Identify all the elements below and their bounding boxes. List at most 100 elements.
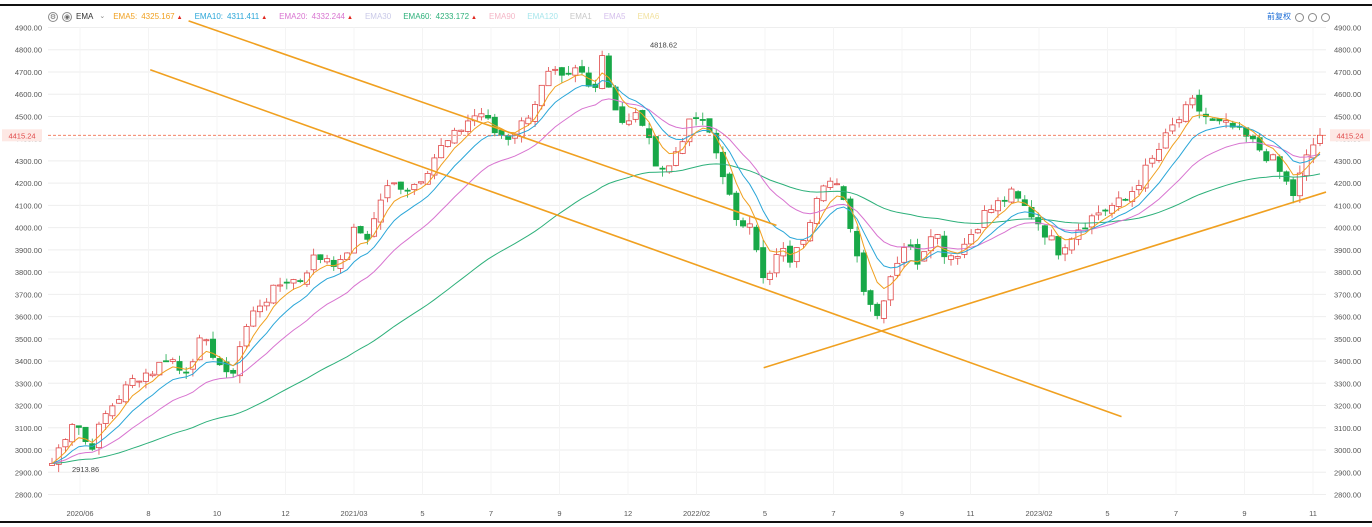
candle-body	[290, 279, 297, 284]
legend-item-1[interactable]: EMA10: 4311.411 ▲	[195, 10, 268, 25]
legend-item-label: EMA30	[364, 11, 392, 21]
legend-item-value: 4233.172	[435, 11, 470, 21]
legend-item-0[interactable]: EMA5: 4325.167 ▲	[113, 10, 182, 25]
candle-body	[263, 301, 270, 307]
x-tick-label: 2020/06	[66, 509, 93, 518]
candle-body	[196, 337, 203, 361]
candle-body	[1142, 164, 1149, 189]
candle-body	[793, 247, 800, 263]
candle-body	[270, 284, 277, 304]
legend-item-3[interactable]: EMA30	[365, 10, 391, 25]
price-adjust-toggle[interactable]: 前复权	[1267, 12, 1291, 21]
candle-body	[485, 115, 492, 119]
x-tick-label: 7	[489, 509, 493, 518]
y-tick-label-left: 4600.00	[15, 90, 42, 99]
y-tick-label-right: 4900.00	[1334, 24, 1361, 33]
legend-item-5[interactable]: EMA90	[489, 10, 515, 25]
legend-item-label: EMA6	[637, 11, 660, 21]
x-tick-label: 10	[213, 509, 221, 518]
indicator-dropdown-icon[interactable]: ⌄	[99, 13, 106, 20]
candle-body	[1149, 157, 1156, 164]
ema5-line	[51, 72, 1321, 464]
zoom-out-icon[interactable]	[1308, 12, 1317, 22]
candle-body	[1229, 122, 1236, 128]
y-tick-label-right: 3000.00	[1334, 446, 1361, 455]
legend-item-label: EMA60:	[403, 11, 432, 21]
legend-item-8[interactable]: EMA5	[604, 10, 626, 25]
candle-body	[1109, 204, 1116, 214]
candle-body	[860, 252, 867, 292]
candle-body	[800, 240, 807, 245]
candle-body	[974, 229, 981, 234]
y-tick-label-left: 3300.00	[15, 379, 42, 388]
candle-body	[82, 426, 89, 442]
candle-body	[726, 173, 733, 195]
candle-body	[1270, 154, 1277, 161]
trend-line-2	[763, 191, 1327, 369]
candle-body	[740, 220, 747, 227]
candle-body	[189, 361, 196, 370]
high-annotation: 4818.62	[650, 41, 677, 50]
candle-body	[256, 305, 263, 313]
y-tick-label-left: 4200.00	[15, 179, 42, 188]
candle-body	[1088, 215, 1095, 228]
candle-body	[666, 165, 673, 173]
y-tick-label-right: 4500.00	[1334, 112, 1361, 121]
candle-body	[1176, 119, 1183, 124]
candle-body	[1062, 247, 1069, 255]
candle-body	[659, 167, 666, 170]
y-tick-label-left: 2900.00	[15, 468, 42, 477]
legend-item-9[interactable]: EMA6	[638, 10, 660, 25]
y-tick-label-left: 4700.00	[15, 68, 42, 77]
settings-gear-icon[interactable]: ⚙	[48, 12, 58, 22]
trend-line-0	[149, 68, 1122, 418]
x-tick-label: 5	[420, 509, 424, 518]
y-tick-label-right: 3800.00	[1334, 268, 1361, 277]
x-tick-label: 11	[967, 509, 975, 518]
candle-body	[948, 255, 955, 260]
candle-body	[324, 258, 331, 263]
candle-body	[599, 55, 606, 89]
candle-body	[579, 66, 586, 73]
y-tick-label-right: 4800.00	[1334, 46, 1361, 55]
legend-item-7[interactable]: EMA1	[570, 10, 592, 25]
candle-body	[981, 210, 988, 228]
candle-body	[672, 151, 679, 166]
candle-body	[619, 106, 626, 123]
candle-body	[1249, 135, 1256, 140]
candle-body	[552, 68, 559, 71]
undo-icon[interactable]	[1295, 12, 1304, 22]
legend-item-6[interactable]: EMA120	[527, 10, 558, 25]
x-tick-label: 5	[1105, 509, 1109, 518]
candle-body	[1082, 227, 1089, 230]
candle-body	[954, 256, 961, 259]
y-tick-label-left: 3400.00	[15, 357, 42, 366]
candle-body	[941, 235, 948, 258]
indicator-name[interactable]: EMA	[76, 12, 94, 21]
candle-body	[210, 338, 217, 358]
candle-body	[116, 399, 123, 404]
candle-body	[746, 223, 753, 228]
candle-body	[478, 113, 485, 118]
candle-body	[391, 182, 398, 185]
current-price-tag-left: 4415.24	[8, 131, 35, 140]
y-tick-label-left: 3100.00	[15, 424, 42, 433]
candle-body	[1095, 212, 1102, 216]
legend-item-4[interactable]: EMA60: 4233.172 ▲	[403, 10, 477, 25]
candle-body	[1162, 132, 1169, 149]
candle-body	[1169, 124, 1176, 132]
legend-item-label: EMA10:	[194, 11, 224, 21]
x-tick-label: 2022/02	[683, 509, 710, 518]
candle-body	[988, 209, 995, 213]
ema20-line	[51, 98, 1321, 464]
candle-body	[1263, 151, 1270, 162]
legend-item-2[interactable]: EMA20: 4332.244 ▲	[279, 10, 353, 25]
candle-body	[1223, 120, 1230, 123]
visibility-eye-icon[interactable]: ◉	[62, 12, 72, 22]
candle-body	[102, 413, 109, 424]
zoom-in-icon[interactable]	[1321, 12, 1330, 22]
y-tick-label-right: 4600.00	[1334, 90, 1361, 99]
x-tick-label: 2023/02	[1025, 509, 1052, 518]
legend-item-label: EMA5:	[113, 11, 138, 21]
